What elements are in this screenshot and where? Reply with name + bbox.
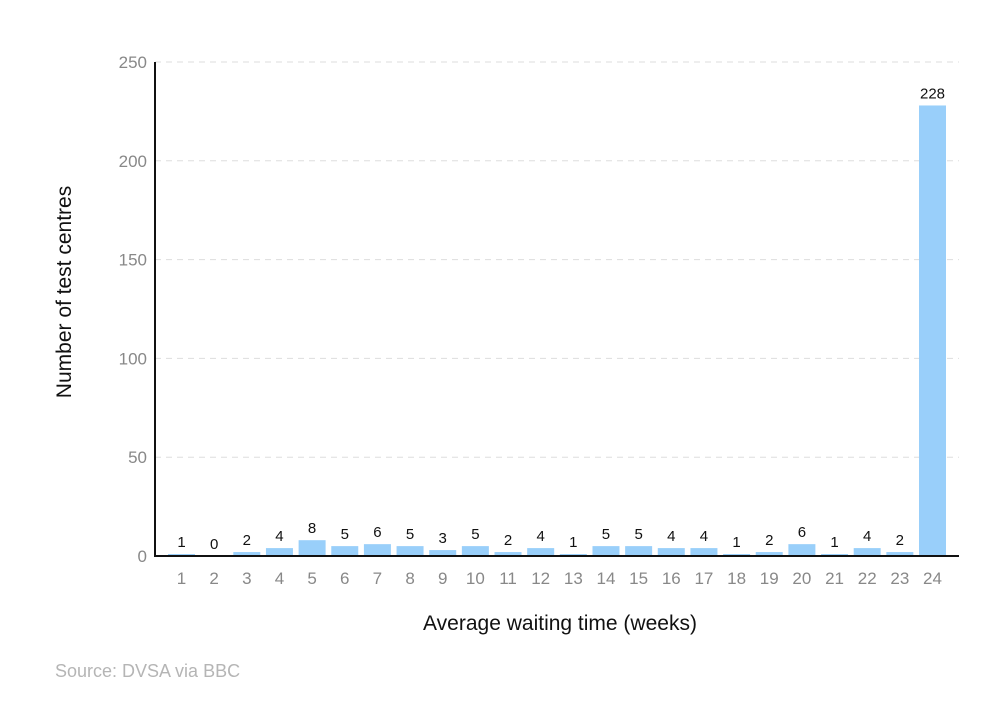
y-axis-ticks: 0 50 100 150 200 250 [119, 53, 147, 566]
bar [298, 540, 326, 556]
y-tick-label: 50 [128, 448, 147, 467]
bar [429, 550, 457, 556]
bar [592, 546, 620, 556]
x-tick-label: 3 [242, 569, 251, 588]
bar [396, 546, 424, 556]
gridlines [155, 61, 959, 458]
x-tick-label: 18 [727, 569, 746, 588]
x-tick-label: 17 [694, 569, 713, 588]
bar-value-label: 3 [439, 530, 447, 547]
bar-value-label: 6 [373, 524, 381, 541]
bar [233, 552, 261, 556]
bar-value-label: 1 [732, 534, 740, 551]
x-tick-label: 22 [858, 569, 877, 588]
bar-value-label: 4 [667, 528, 675, 545]
bar [755, 552, 783, 556]
source-note: Source: DVSA via BBC [55, 661, 241, 681]
bar-value-label: 5 [602, 526, 610, 543]
bar [363, 544, 391, 556]
bar-value-label: 6 [798, 524, 806, 541]
bar-value-label: 8 [308, 520, 316, 537]
x-tick-label: 1 [177, 569, 186, 588]
y-tick-label: 250 [119, 53, 147, 72]
x-tick-label: 7 [373, 569, 382, 588]
x-tick-label: 8 [405, 569, 414, 588]
x-tick-label: 12 [531, 569, 550, 588]
x-tick-label: 2 [209, 569, 218, 588]
bar-value-label: 5 [341, 526, 349, 543]
bar [690, 548, 718, 556]
y-tick-label: 0 [138, 547, 147, 566]
x-tick-label: 24 [923, 569, 942, 588]
bar [625, 546, 653, 556]
bar-value-label: 2 [896, 532, 904, 549]
bar [265, 548, 293, 556]
bars [168, 105, 946, 557]
x-tick-label: 9 [438, 569, 447, 588]
bar-value-label: 5 [471, 526, 479, 543]
x-axis-title: Average waiting time (weeks) [423, 612, 697, 635]
x-tick-label: 5 [307, 569, 316, 588]
x-tick-label: 21 [825, 569, 844, 588]
bar-value-label: 4 [700, 528, 708, 545]
bar [853, 548, 881, 556]
bar-value-label: 5 [634, 526, 642, 543]
x-tick-label: 19 [760, 569, 779, 588]
bar-value-label: 1 [569, 534, 577, 551]
bar [788, 544, 816, 556]
y-tick-label: 200 [119, 152, 147, 171]
x-tick-label: 13 [564, 569, 583, 588]
bar [461, 546, 489, 556]
bar-value-label: 1 [177, 534, 185, 551]
x-tick-label: 11 [499, 569, 517, 588]
x-tick-label: 6 [340, 569, 349, 588]
bar [331, 546, 359, 556]
x-tick-label: 10 [466, 569, 485, 588]
bar [494, 552, 522, 556]
bar [657, 548, 685, 556]
bar-value-label: 1 [830, 534, 838, 551]
y-axis-title: Number of test centres [53, 186, 76, 398]
bar-value-label: 228 [920, 85, 945, 102]
bar-value-label: 4 [275, 528, 283, 545]
bar-value-label: 2 [765, 532, 773, 549]
x-tick-label: 15 [629, 569, 648, 588]
x-tick-label: 20 [792, 569, 811, 588]
bar [886, 552, 914, 556]
y-tick-label: 150 [119, 251, 147, 270]
bar-value-label: 0 [210, 536, 218, 553]
bar-value-label: 2 [243, 532, 251, 549]
bar [527, 548, 555, 556]
x-tick-label: 14 [597, 569, 616, 588]
data-labels: 1 0 2 4 8 5 6 5 3 5 2 4 1 5 5 4 4 1 2 6 1 4 2 228 [177, 85, 945, 553]
bar-value-label: 2 [504, 532, 512, 549]
x-axis-ticks: 1 2 3 4 5 6 7 8 9 10 11 12 13 14 15 16 17 18 19 20 21 22 23 24 [177, 569, 942, 588]
bar [919, 105, 946, 557]
x-tick-label: 23 [890, 569, 909, 588]
x-tick-label: 4 [275, 569, 284, 588]
bar-value-label: 4 [537, 528, 545, 545]
bar-value-label: 4 [863, 528, 871, 545]
x-tick-label: 16 [662, 569, 681, 588]
bar-value-label: 5 [406, 526, 414, 543]
y-tick-label: 100 [119, 349, 147, 368]
